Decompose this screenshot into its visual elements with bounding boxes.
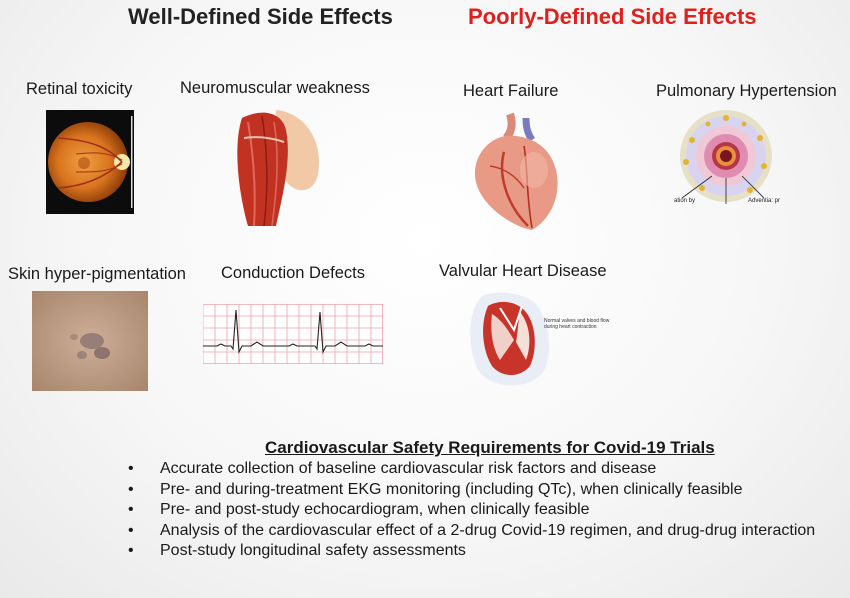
skin-image xyxy=(32,291,148,391)
pulmonary-annotation-right: Adventia: pr xyxy=(748,198,781,204)
retina-image xyxy=(46,110,134,214)
skin-hyperpigmentation-label: Skin hyper-pigmentation xyxy=(8,265,186,283)
neuromuscular-weakness-label: Neuromuscular weakness xyxy=(180,79,370,97)
poorly-defined-heading: Poorly-Defined Side Effects xyxy=(468,4,757,29)
heart-image xyxy=(470,112,562,232)
conduction-defects-label: Conduction Defects xyxy=(221,264,365,282)
pulmonary-artery-image xyxy=(672,110,780,210)
requirements-title: Cardiovascular Safety Requirements for C… xyxy=(265,438,715,457)
requirement-item: Post-study longitudinal safety assessmen… xyxy=(128,541,818,562)
requirement-item: Pre- and post-study echocardiogram, when… xyxy=(128,500,818,521)
arm-muscle-image xyxy=(232,108,324,226)
valvular-heart-image xyxy=(462,290,626,392)
retinal-toxicity-label: Retinal toxicity xyxy=(26,80,133,98)
requirement-item: Pre- and during-treatment EKG monitoring… xyxy=(128,480,818,501)
heart-failure-label: Heart Failure xyxy=(463,82,559,100)
requirement-item: Accurate collection of baseline cardiova… xyxy=(128,459,818,480)
well-defined-heading: Well-Defined Side Effects xyxy=(128,4,393,29)
valve-caption-line-1: Normal valves and blood flow xyxy=(544,318,610,324)
valve-caption: Normal valves and blood flow during hear… xyxy=(544,318,609,330)
valvular-heart-disease-label: Valvular Heart Disease xyxy=(439,262,607,280)
pulmonary-hypertension-label: Pulmonary Hypertension xyxy=(656,82,837,100)
valve-caption-line-2: during heart contraction xyxy=(544,324,597,330)
ekg-strip-image xyxy=(203,304,383,364)
pulmonary-annotation-left: ation by xyxy=(674,198,696,204)
requirement-item: Analysis of the cardiovascular effect of… xyxy=(128,521,818,542)
requirements-list: Accurate collection of baseline cardiova… xyxy=(128,459,818,562)
